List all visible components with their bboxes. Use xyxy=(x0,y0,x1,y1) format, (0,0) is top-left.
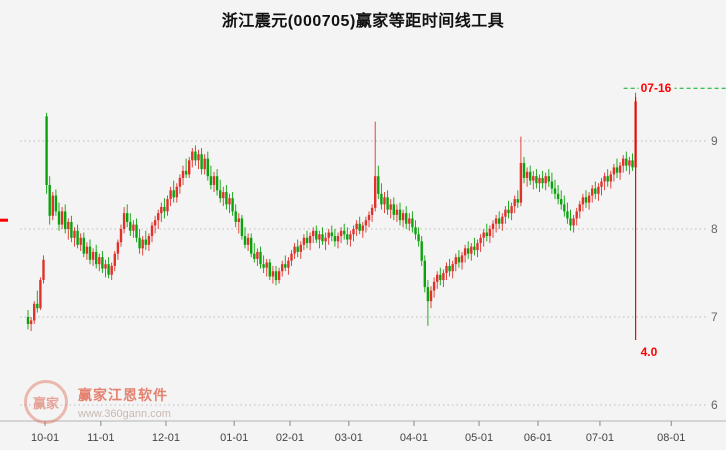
left-price-marker xyxy=(0,218,8,222)
candles-layer xyxy=(26,92,637,332)
x-axis-label: 11-01 xyxy=(87,432,114,444)
watermark-url: www.360gann.com xyxy=(78,407,171,420)
x-axis-label: 08-01 xyxy=(657,432,685,444)
x-axis-label: 05-01 xyxy=(465,432,493,444)
y-axis-label: 8 xyxy=(711,222,718,236)
x-axis-label: 07-01 xyxy=(586,432,614,444)
watermark-brand: 赢家江恩软件 xyxy=(78,386,168,403)
vline-value-label: 4.0 xyxy=(641,345,658,359)
annotation-layer: 07-16 4.0 xyxy=(0,80,726,359)
watermark-text: 赢家江恩软件 www.360gann.com xyxy=(78,385,171,420)
y-axis-label: 6 xyxy=(711,398,718,412)
x-axis-label: 02-01 xyxy=(276,432,304,444)
grid-layer: 6 7 8 9 xyxy=(20,134,718,412)
y-axis-label: 9 xyxy=(711,134,718,148)
x-axis-label: 12-01 xyxy=(152,432,180,444)
x-axis-label: 04-01 xyxy=(400,432,428,444)
x-axis-label: 01-01 xyxy=(220,432,248,444)
vline-date-label: 07-16 xyxy=(641,81,672,95)
page-title: 浙江震元(000705)赢家等距时间线工具 xyxy=(221,13,505,30)
x-axis-label: 06-01 xyxy=(524,432,552,444)
x-axis-label: 03-01 xyxy=(335,432,363,444)
brand-logo-text: 赢家 xyxy=(32,395,59,411)
watermark: 赢家 赢家江恩软件 www.360gann.com xyxy=(24,380,171,424)
y-axis-label: 7 xyxy=(711,310,718,324)
brand-logo-icon: 赢家 xyxy=(24,380,68,424)
x-axis-layer: 10-01 11-01 12-01 01-01 02-01 03-01 04-01 05-01… xyxy=(0,420,726,444)
x-axis-label: 10-01 xyxy=(31,432,59,444)
